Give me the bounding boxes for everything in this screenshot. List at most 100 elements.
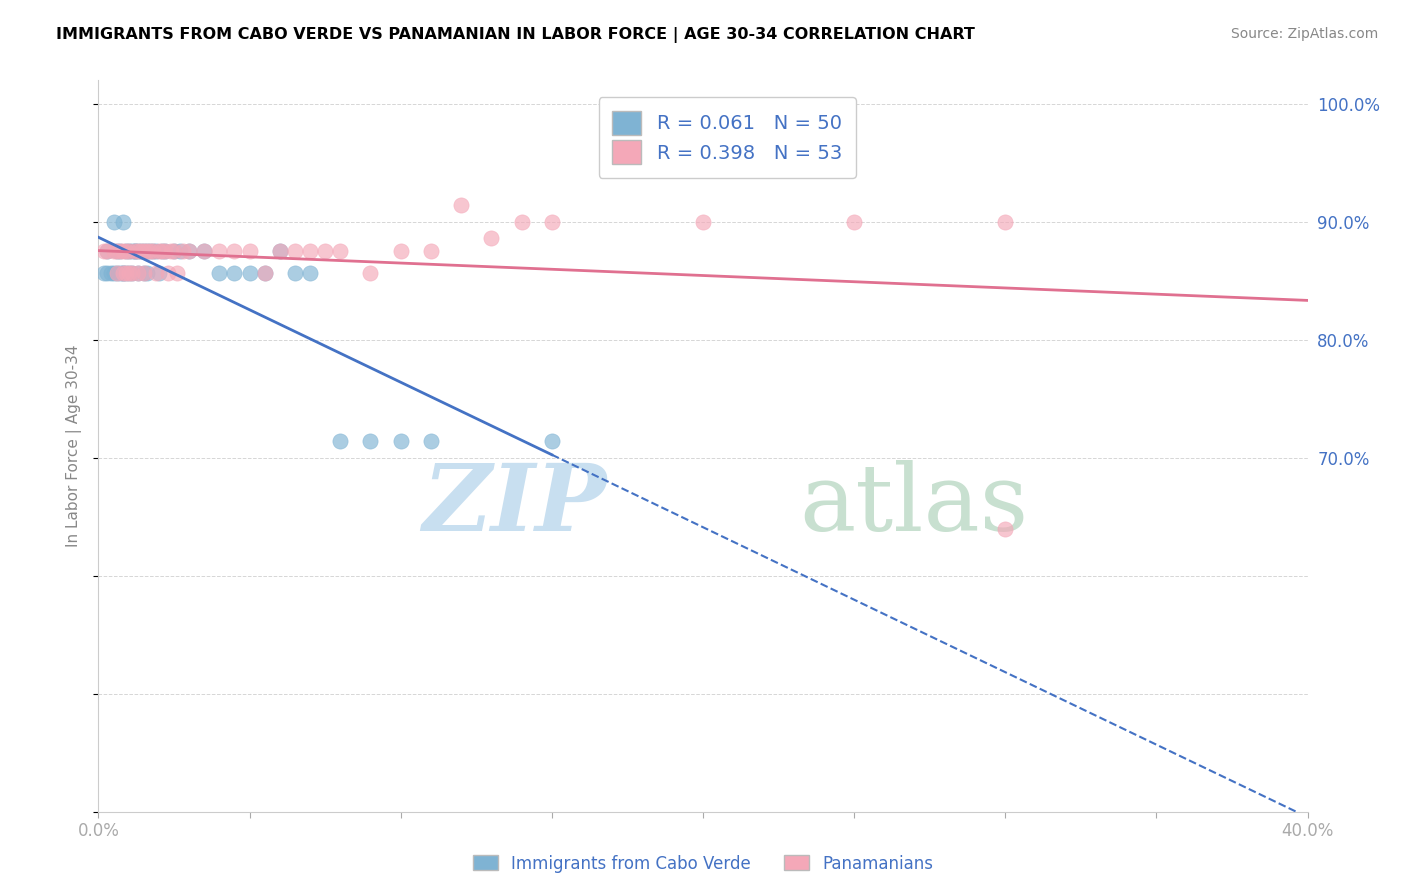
Point bbox=[179, 244, 201, 259]
Text: Source: ZipAtlas.com: Source: ZipAtlas.com bbox=[1230, 27, 1378, 41]
Point bbox=[108, 244, 131, 259]
Point bbox=[269, 244, 291, 259]
Point bbox=[420, 244, 443, 259]
Point bbox=[239, 266, 262, 280]
Point bbox=[153, 244, 176, 259]
Point bbox=[160, 244, 183, 259]
Point bbox=[389, 244, 412, 259]
Point bbox=[129, 244, 152, 259]
Point bbox=[329, 434, 352, 449]
Point bbox=[93, 266, 115, 280]
Point bbox=[118, 244, 141, 259]
Point bbox=[105, 244, 128, 259]
Point bbox=[284, 244, 307, 259]
Point bbox=[239, 244, 262, 259]
Point bbox=[253, 266, 276, 280]
Point bbox=[692, 215, 714, 229]
Point bbox=[132, 266, 155, 280]
Point bbox=[156, 266, 179, 280]
Point bbox=[127, 266, 149, 280]
Point bbox=[96, 244, 118, 259]
Point bbox=[93, 244, 115, 259]
Point bbox=[111, 215, 134, 229]
Point bbox=[481, 231, 503, 245]
Point bbox=[360, 266, 382, 280]
Point bbox=[132, 266, 155, 280]
Point bbox=[103, 266, 125, 280]
Point bbox=[118, 244, 141, 259]
Point bbox=[105, 266, 128, 280]
Point bbox=[389, 434, 412, 449]
Point bbox=[139, 244, 162, 259]
Point bbox=[124, 244, 146, 259]
Point bbox=[153, 244, 176, 259]
Point bbox=[108, 244, 131, 259]
Point bbox=[208, 244, 231, 259]
Point bbox=[253, 266, 276, 280]
Point bbox=[145, 266, 167, 280]
Point bbox=[114, 244, 136, 259]
Point bbox=[139, 244, 162, 259]
Point bbox=[121, 266, 143, 280]
Point bbox=[450, 198, 472, 212]
Point bbox=[132, 244, 155, 259]
Point bbox=[100, 266, 122, 280]
Point bbox=[124, 244, 146, 259]
Point bbox=[169, 244, 191, 259]
Point bbox=[111, 244, 134, 259]
Text: IMMIGRANTS FROM CABO VERDE VS PANAMANIAN IN LABOR FORCE | AGE 30-34 CORRELATION : IMMIGRANTS FROM CABO VERDE VS PANAMANIAN… bbox=[56, 27, 976, 43]
Point bbox=[150, 244, 173, 259]
Legend: Immigrants from Cabo Verde, Panamanians: Immigrants from Cabo Verde, Panamanians bbox=[465, 848, 941, 880]
Point bbox=[179, 244, 201, 259]
Point bbox=[844, 215, 866, 229]
Point bbox=[135, 266, 157, 280]
Y-axis label: In Labor Force | Age 30-34: In Labor Force | Age 30-34 bbox=[66, 344, 83, 548]
Point bbox=[163, 244, 186, 259]
Point bbox=[114, 266, 136, 280]
Point bbox=[121, 244, 143, 259]
Point bbox=[540, 434, 562, 449]
Point bbox=[360, 434, 382, 449]
Point bbox=[103, 244, 125, 259]
Point bbox=[172, 244, 194, 259]
Point bbox=[420, 434, 443, 449]
Point bbox=[108, 266, 131, 280]
Point bbox=[111, 266, 134, 280]
Point bbox=[142, 244, 165, 259]
Point bbox=[111, 266, 134, 280]
Point bbox=[96, 266, 118, 280]
Point bbox=[105, 244, 128, 259]
Text: ZIP: ZIP bbox=[422, 459, 606, 549]
Point bbox=[540, 215, 562, 229]
Point bbox=[299, 266, 322, 280]
Point bbox=[127, 266, 149, 280]
Point bbox=[118, 266, 141, 280]
Point bbox=[121, 266, 143, 280]
Point bbox=[132, 244, 155, 259]
Point bbox=[224, 266, 246, 280]
Point bbox=[284, 266, 307, 280]
Point bbox=[329, 244, 352, 259]
Point bbox=[114, 244, 136, 259]
Legend: R = 0.061   N = 50, R = 0.398   N = 53: R = 0.061 N = 50, R = 0.398 N = 53 bbox=[599, 97, 856, 178]
Point bbox=[193, 244, 215, 259]
Point bbox=[96, 244, 118, 259]
Point bbox=[150, 244, 173, 259]
Point bbox=[299, 244, 322, 259]
Point bbox=[118, 266, 141, 280]
Point bbox=[269, 244, 291, 259]
Point bbox=[510, 215, 533, 229]
Point bbox=[124, 244, 146, 259]
Point bbox=[145, 244, 167, 259]
Point bbox=[135, 244, 157, 259]
Point bbox=[994, 522, 1017, 536]
Point bbox=[148, 244, 170, 259]
Point bbox=[994, 215, 1017, 229]
Point bbox=[114, 266, 136, 280]
Point bbox=[208, 266, 231, 280]
Point bbox=[111, 266, 134, 280]
Point bbox=[224, 244, 246, 259]
Point bbox=[135, 244, 157, 259]
Text: atlas: atlas bbox=[800, 459, 1029, 549]
Point bbox=[148, 266, 170, 280]
